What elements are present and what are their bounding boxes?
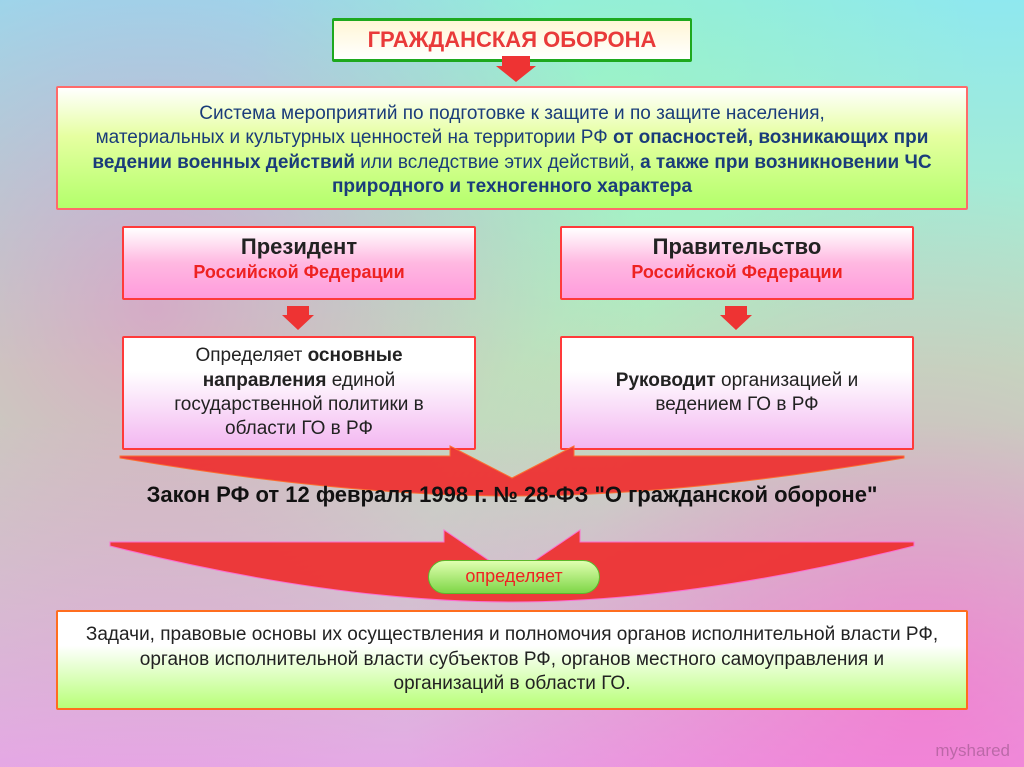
defines-label: определяет bbox=[465, 566, 562, 586]
president-action-box: Определяет основные направления единой г… bbox=[122, 336, 476, 450]
government-title: Правительство bbox=[562, 234, 912, 260]
president-box: Президент Российской Федерации bbox=[122, 226, 476, 300]
definition-line2b: или вследствие этих действий, bbox=[355, 152, 640, 173]
definition-line1: Система мероприятий по подготовке к защи… bbox=[199, 103, 825, 124]
pres-action-pre: Определяет bbox=[195, 345, 307, 366]
government-subtitle: Российской Федерации bbox=[562, 262, 912, 283]
bottom-text: Задачи, правовые основы их осуществления… bbox=[82, 623, 942, 697]
arrow-icon bbox=[282, 304, 314, 332]
arrow-icon bbox=[720, 304, 752, 332]
government-box: Правительство Российской Федерации bbox=[560, 226, 914, 300]
definition-line2a: материальных и культурных ценностей на т… bbox=[96, 127, 613, 148]
president-title: Президент bbox=[124, 234, 474, 260]
watermark: myshared bbox=[935, 741, 1010, 761]
gov-action-bold: Руководит bbox=[616, 370, 716, 391]
slide-canvas: ГРАЖДАНСКАЯ ОБОРОНА Система мероприятий … bbox=[0, 0, 1024, 767]
president-subtitle: Российской Федерации bbox=[124, 262, 474, 283]
definition-box: Система мероприятий по подготовке к защи… bbox=[56, 86, 968, 210]
title-text: ГРАЖДАНСКАЯ ОБОРОНА bbox=[368, 27, 657, 52]
government-action-box: Руководит организацией и ведением ГО в Р… bbox=[560, 336, 914, 450]
defines-pill: определяет bbox=[428, 560, 600, 594]
law-text: Закон РФ от 12 февраля 1998 г. № 28-ФЗ "… bbox=[0, 482, 1024, 508]
arrow-icon bbox=[496, 54, 536, 84]
bottom-box: Задачи, правовые основы их осуществления… bbox=[56, 610, 968, 710]
